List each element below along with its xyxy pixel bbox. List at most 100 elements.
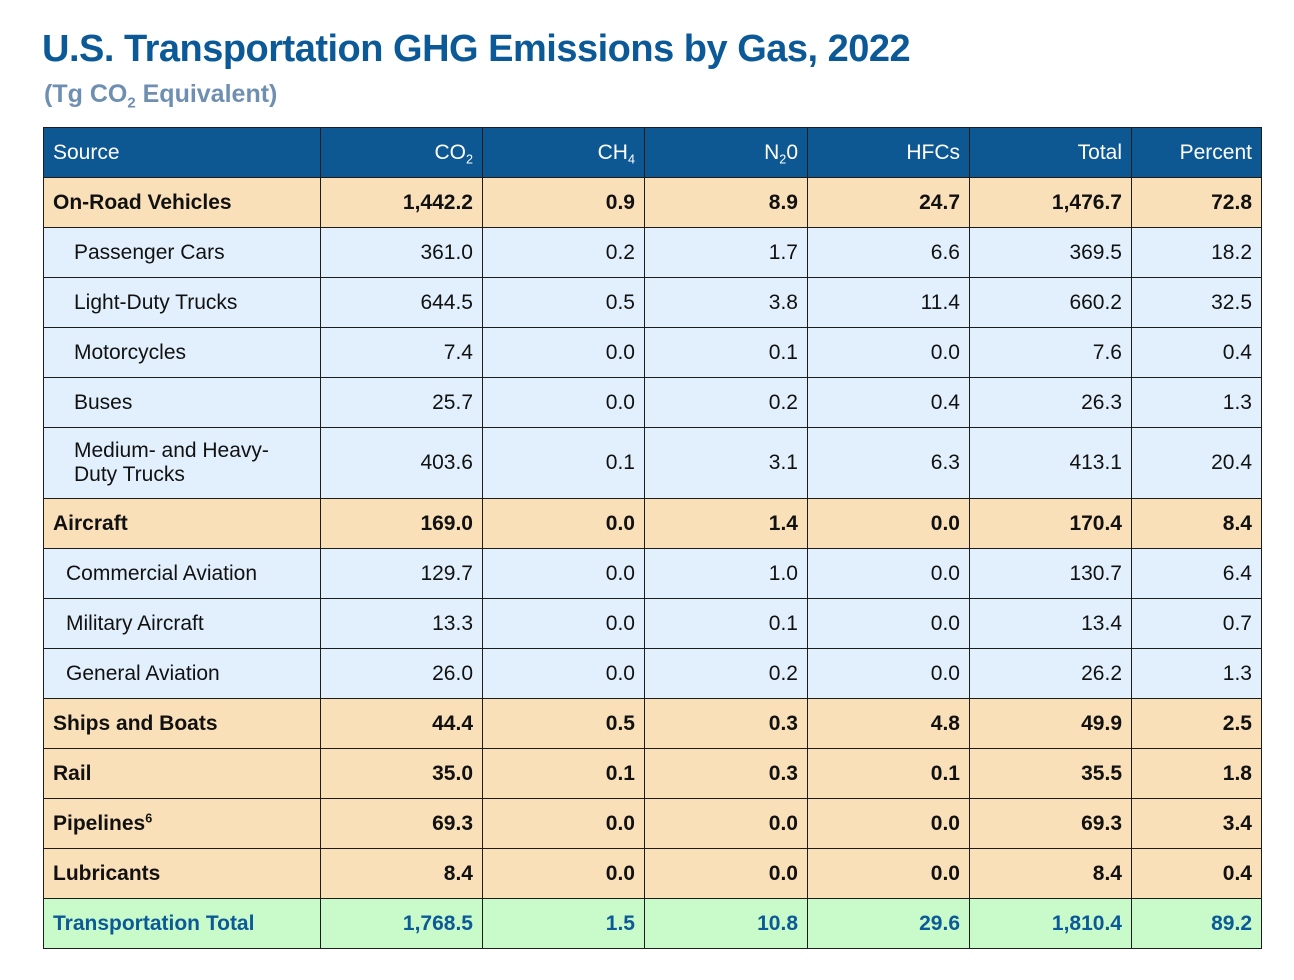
- value-cell-co2: 361.0: [320, 227, 483, 278]
- source-cell: Aircraft: [43, 498, 321, 549]
- value-cell-ch4: 1.5: [482, 898, 645, 949]
- header-ch4: CH4: [482, 127, 645, 178]
- value-cell-ch4: 0.2: [482, 227, 645, 278]
- source-label: Medium- and Heavy-Duty Trucks: [74, 439, 269, 486]
- value-cell-total: 413.1: [969, 427, 1132, 499]
- value-cell-n2o: 1.4: [644, 498, 808, 549]
- value-cell-total: 13.4: [969, 598, 1132, 649]
- value-cell-total: 8.4: [969, 848, 1132, 899]
- value-cell-co2: 8.4: [320, 848, 483, 899]
- header-n2o-base: N: [764, 140, 780, 164]
- value-cell-percent: 0.7: [1131, 598, 1262, 649]
- subtitle-suffix: Equivalent): [135, 80, 278, 108]
- header-co2: CO2: [320, 127, 483, 178]
- source-label: Buses: [74, 390, 133, 414]
- subcategory-row: General Aviation 26.0 0.0 0.2 0.0 26.2 1.3: [43, 648, 1262, 699]
- value-cell-ch4: 0.1: [482, 427, 645, 499]
- source-label: Military Aircraft: [66, 611, 204, 635]
- header-co2-sub: 2: [465, 151, 473, 166]
- subcategory-row: Motorcycles 7.4 0.0 0.1 0.0 7.6 0.4: [43, 327, 1262, 378]
- value-cell-percent: 0.4: [1131, 327, 1262, 378]
- value-cell-n2o: 0.2: [644, 648, 808, 699]
- value-cell-n2o: 0.3: [644, 748, 808, 799]
- value-cell-total: 130.7: [969, 548, 1132, 599]
- value-cell-hfcs: 0.0: [807, 327, 970, 378]
- value-cell-hfcs: 0.4: [807, 377, 970, 428]
- value-cell-total: 7.6: [969, 327, 1132, 378]
- source-cell: Ships and Boats: [43, 698, 321, 749]
- value-cell-percent: 1.3: [1131, 377, 1262, 428]
- source-cell: On-Road Vehicles: [43, 177, 321, 228]
- value-cell-total: 369.5: [969, 227, 1132, 278]
- header-ch4-base: CH: [597, 140, 628, 164]
- value-cell-percent: 72.8: [1131, 177, 1262, 228]
- source-cell: Pipelines6: [43, 798, 321, 849]
- value-cell-ch4: 0.9: [482, 177, 645, 228]
- category-row: On-Road Vehicles 1,442.2 0.9 8.9 24.7 1,476.7…: [43, 177, 1262, 228]
- value-cell-hfcs: 24.7: [807, 177, 970, 228]
- value-cell-hfcs: 6.3: [807, 427, 970, 499]
- header-ch4-sub: 4: [627, 151, 635, 166]
- source-label: Aircraft: [53, 511, 128, 535]
- value-cell-co2: 35.0: [320, 748, 483, 799]
- source-label: Transportation Total: [53, 911, 255, 935]
- value-cell-n2o: 3.8: [644, 277, 808, 328]
- header-total: Total: [969, 127, 1132, 178]
- source-cell: Buses: [43, 377, 321, 428]
- value-cell-co2: 129.7: [320, 548, 483, 599]
- value-cell-co2: 169.0: [320, 498, 483, 549]
- value-cell-ch4: 0.0: [482, 377, 645, 428]
- source-label: Passenger Cars: [74, 240, 225, 264]
- category-row: Rail 35.0 0.1 0.3 0.1 35.5 1.8: [43, 748, 1262, 799]
- value-cell-hfcs: 29.6: [807, 898, 970, 949]
- value-cell-n2o: 3.1: [644, 427, 808, 499]
- value-cell-n2o: 0.1: [644, 327, 808, 378]
- value-cell-co2: 13.3: [320, 598, 483, 649]
- value-cell-percent: 1.8: [1131, 748, 1262, 799]
- value-cell-co2: 7.4: [320, 327, 483, 378]
- value-cell-n2o: 0.0: [644, 848, 808, 899]
- value-cell-co2: 25.7: [320, 377, 483, 428]
- value-cell-total: 26.2: [969, 648, 1132, 699]
- value-cell-n2o: 0.1: [644, 598, 808, 649]
- value-cell-co2: 69.3: [320, 798, 483, 849]
- page-title: U.S. Transportation GHG Emissions by Gas…: [42, 28, 911, 70]
- value-cell-percent: 0.4: [1131, 848, 1262, 899]
- source-cell: Commercial Aviation: [43, 548, 321, 599]
- source-label: Ships and Boats: [53, 711, 218, 735]
- subcategory-row: Light-Duty Trucks 644.5 0.5 3.8 11.4 660.2 32.…: [43, 277, 1262, 328]
- subtitle-prefix: (Tg CO: [44, 80, 128, 108]
- value-cell-co2: 1,768.5: [320, 898, 483, 949]
- source-label: Motorcycles: [74, 340, 187, 364]
- source-cell: Rail: [43, 748, 321, 799]
- source-cell: Lubricants: [43, 848, 321, 899]
- value-cell-percent: 20.4: [1131, 427, 1262, 499]
- value-cell-hfcs: 0.0: [807, 548, 970, 599]
- source-cell: Motorcycles: [43, 327, 321, 378]
- header-n2o-suffix: 0: [786, 140, 798, 164]
- value-cell-ch4: 0.0: [482, 648, 645, 699]
- value-cell-hfcs: 0.0: [807, 848, 970, 899]
- category-row: Lubricants 8.4 0.0 0.0 0.0 8.4 0.4: [43, 848, 1262, 899]
- category-row: Pipelines6 69.3 0.0 0.0 0.0 69.3 3.4: [43, 798, 1262, 849]
- header-n2o-sub: 2: [779, 151, 787, 166]
- subcategory-row: Buses 25.7 0.0 0.2 0.4 26.3 1.3: [43, 377, 1262, 428]
- source-cell: Medium- and Heavy-Duty Trucks: [43, 427, 321, 499]
- value-cell-n2o: 0.0: [644, 798, 808, 849]
- value-cell-percent: 2.5: [1131, 698, 1262, 749]
- value-cell-hfcs: 0.0: [807, 498, 970, 549]
- value-cell-ch4: 0.0: [482, 498, 645, 549]
- source-cell: General Aviation: [43, 648, 321, 699]
- value-cell-co2: 26.0: [320, 648, 483, 699]
- footnote-marker: 6: [145, 810, 153, 825]
- value-cell-hfcs: 6.6: [807, 227, 970, 278]
- value-cell-total: 26.3: [969, 377, 1132, 428]
- value-cell-total: 660.2: [969, 277, 1132, 328]
- source-cell: Military Aircraft: [43, 598, 321, 649]
- value-cell-ch4: 0.0: [482, 548, 645, 599]
- value-cell-co2: 403.6: [320, 427, 483, 499]
- table-body: On-Road Vehicles 1,442.2 0.9 8.9 24.7 1,476.7…: [43, 177, 1262, 949]
- value-cell-percent: 6.4: [1131, 548, 1262, 599]
- subcategory-row: Passenger Cars 361.0 0.2 1.7 6.6 369.5 18.2: [43, 227, 1262, 278]
- header-n2o: N20: [644, 127, 808, 178]
